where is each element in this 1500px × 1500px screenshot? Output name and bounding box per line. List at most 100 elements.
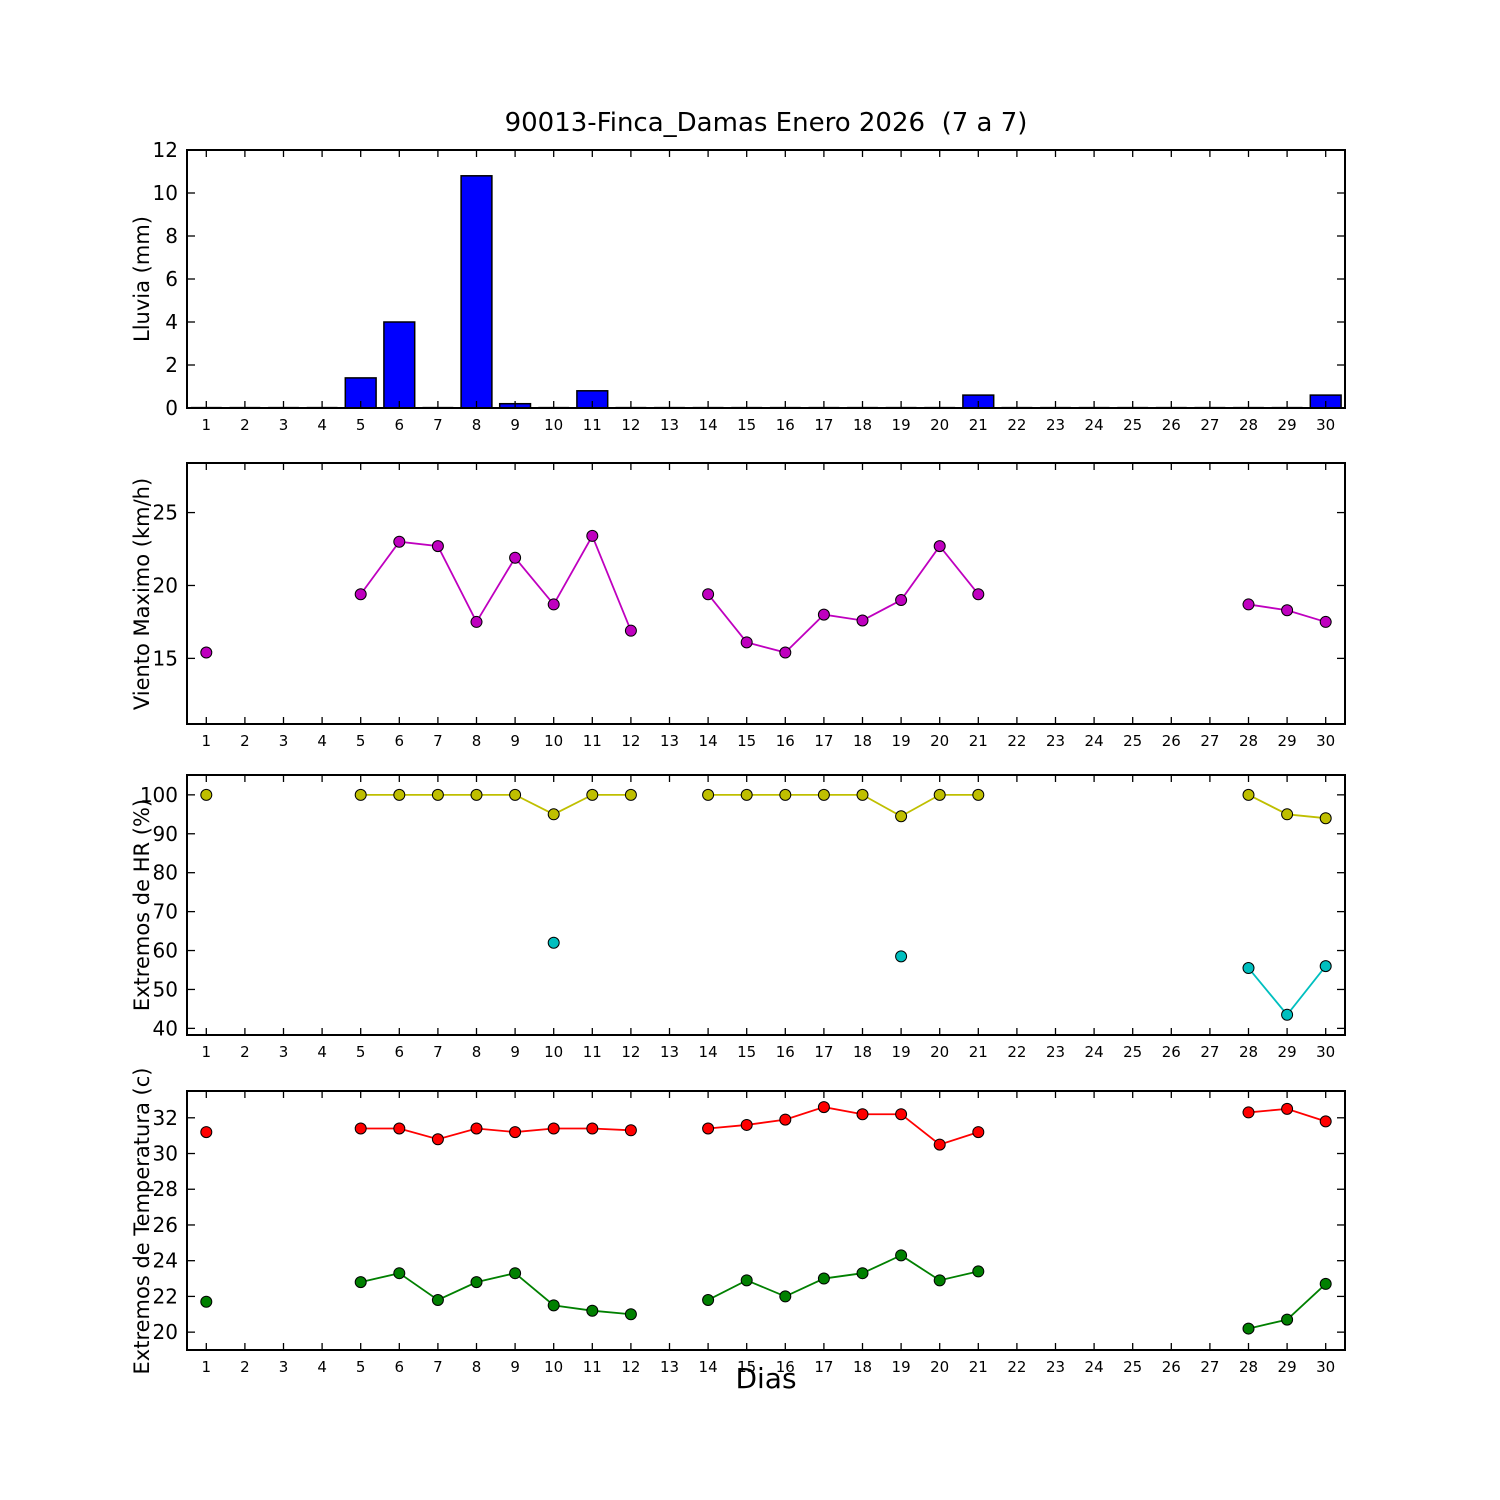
x-tick-label: 7 [433,1043,443,1061]
xlabel-dias: Dias [735,1362,797,1395]
x-tick-label: 20 [930,732,949,750]
hr-max-marker [972,788,985,801]
x-tick-label: 10 [544,732,563,750]
hr-max-marker [895,810,908,823]
x-tick-label: 23 [1046,1043,1065,1061]
x-tick-label: 25 [1123,1358,1142,1376]
x-tick-label: 13 [660,416,679,434]
x-tick-label: 11 [583,732,602,750]
viento-maximo-marker [624,624,637,637]
hr-max-marker [354,788,367,801]
x-tick-label: 18 [853,1043,872,1061]
temp-min-marker [779,1290,792,1303]
x-tick-label: 20 [930,1043,949,1061]
hr-min-marker [1242,962,1255,975]
x-tick-label: 16 [776,732,795,750]
x-tick-label: 4 [317,416,327,434]
x-tick-label: 30 [1316,1043,1335,1061]
x-tick-label: 2 [240,732,250,750]
x-tick-label: 4 [317,732,327,750]
x-tick-label: 7 [433,732,443,750]
temp-max-line [360,1127,631,1141]
x-tick-label: 17 [814,1358,833,1376]
temp-max-marker [354,1122,367,1135]
x-tick-label: 3 [279,416,289,434]
x-tick-label: 12 [621,732,640,750]
temp-max-marker [779,1113,792,1126]
x-tick-label: 19 [892,1043,911,1061]
x-tick-label: 2 [240,1358,250,1376]
temp-max-marker [856,1108,869,1121]
temp-max-marker [509,1126,522,1139]
x-tick-label: 28 [1239,732,1258,750]
figure-title: 90013-Finca_Damas Enero 2026 (7 a 7) [504,108,1028,138]
x-tick-label: 28 [1239,1358,1258,1376]
viento-maximo-marker [972,588,985,601]
x-tick-label: 6 [395,1043,405,1061]
viento-maximo-marker [354,588,367,601]
x-tick-label: 22 [1007,1358,1026,1376]
viento-maximo-marker [431,540,444,553]
hr-max-marker [933,788,946,801]
viento-maximo-line [359,533,632,632]
x-tick-label: 22 [1007,1043,1026,1061]
panel-3: 1 2 3 4 5 6 7 8 9 10 11 12 13 14 15 16 17 18 19 20 21 22 23 24 2… [153,1090,1346,1376]
viento-maximo-marker [817,608,830,621]
hr-min-marker [1319,960,1332,973]
x-tick-label: 15 [737,416,756,434]
temp-min-marker [740,1274,753,1287]
hr-max-marker [200,788,213,801]
x-tick-label: 26 [1162,1043,1181,1061]
x-tick-label: 20 [930,416,949,434]
hr-max-marker [1281,808,1294,821]
x-tick-label: 12 [621,1358,640,1376]
temp-min-marker [702,1293,715,1306]
x-tick-label: 25 [1123,1043,1142,1061]
axes-frame [186,1090,1346,1351]
x-tick-label: 14 [699,732,718,750]
x-tick-label: 18 [853,1358,872,1376]
x-tick-label: 1 [202,1358,212,1376]
x-tick-label: 20 [930,1358,949,1376]
x-tick-label: 2 [240,1043,250,1061]
x-tick-label: 22 [1007,416,1026,434]
temp-min-line [360,1272,631,1316]
x-tick-label: 11 [583,416,602,434]
x-tick-label: 13 [660,1358,679,1376]
viento-maximo-marker [933,540,946,553]
y-tick-label: 60 [153,939,178,963]
x-tick-label: 10 [544,1043,563,1061]
x-tick-label: 5 [356,1358,366,1376]
viento-maximo-marker [779,646,792,659]
viento-maximo-marker [509,551,522,564]
temp-min-marker [1319,1277,1332,1290]
x-tick-label: 21 [969,1043,988,1061]
hr-max-marker [586,788,599,801]
temp-max-marker [547,1122,560,1135]
x-tick-label: 29 [1278,416,1297,434]
x-tick-label: 24 [1085,1358,1104,1376]
x-tick-label: 27 [1200,416,1219,434]
viento-maximo-marker [393,535,406,548]
hr-max-marker [624,788,637,801]
hr-max-marker [509,788,522,801]
y-tick-label: 50 [153,977,178,1001]
temp-min-marker [1242,1322,1255,1335]
viento-maximo-marker [1281,604,1294,617]
viento-maximo-marker [1319,615,1332,628]
hr-max-marker [740,788,753,801]
x-tick-label: 1 [202,1043,212,1061]
panel-0: 1 2 3 4 5 6 7 8 9 10 11 12 13 14 15 16 17 18 19 20 21 22 23 24 2… [153,138,1346,434]
x-tick-label: 26 [1162,1358,1181,1376]
x-tick-label: 13 [660,1043,679,1061]
x-tick-label: 11 [583,1043,602,1061]
temp-max-marker [1281,1102,1294,1115]
y-tick-label: 80 [153,861,178,885]
x-tick-label: 5 [356,416,366,434]
viento-maximo-marker [547,598,560,611]
temp-max-marker [470,1122,483,1135]
x-tick-label: 21 [969,1358,988,1376]
temp-min-marker [1281,1313,1294,1326]
x-tick-label: 29 [1278,732,1297,750]
